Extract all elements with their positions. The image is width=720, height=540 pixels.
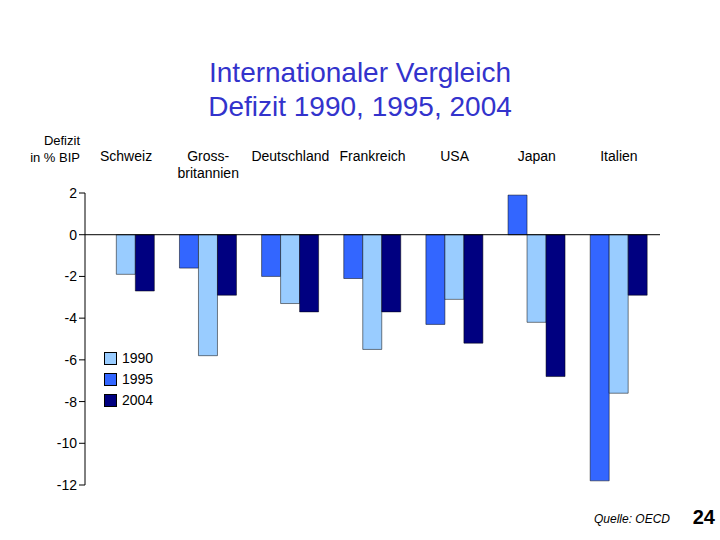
svg-text:-12: -12 xyxy=(57,477,77,493)
html-text:1990: 1990 xyxy=(122,350,154,366)
svg-text:Japan: Japan xyxy=(518,148,556,164)
html-text:Internationaler Vergleich: Internationaler Vergleich xyxy=(209,57,511,88)
svg-text:Italien: Italien xyxy=(600,148,637,164)
svg-text:2: 2 xyxy=(69,185,77,201)
svg-text:USA: USA xyxy=(440,148,469,164)
html-text:2004: 2004 xyxy=(122,392,154,408)
html-text:24: 24 xyxy=(692,506,715,528)
html-text:Quelle: OECD: Quelle: OECD xyxy=(594,512,670,526)
html-text:Defizit: Defizit xyxy=(43,133,80,148)
svg-text:-4: -4 xyxy=(65,310,78,326)
html-text:1995: 1995 xyxy=(122,371,154,387)
svg-text:Schweiz: Schweiz xyxy=(100,148,152,164)
svg-text:-10: -10 xyxy=(57,435,77,451)
svg-text:Frankreich: Frankreich xyxy=(339,148,405,164)
svg-text:Gross-britannien: Gross-britannien xyxy=(177,148,239,181)
html-text:Defizit 1990, 1995, 2004: Defizit 1990, 1995, 2004 xyxy=(208,91,512,122)
svg-text:0: 0 xyxy=(69,227,77,243)
svg-text:Deutschland: Deutschland xyxy=(251,148,329,164)
svg-text:-6: -6 xyxy=(65,352,78,368)
html-text:in % BIP: in % BIP xyxy=(30,150,80,165)
svg-text:-8: -8 xyxy=(65,394,78,410)
svg-text:-2: -2 xyxy=(65,268,78,284)
